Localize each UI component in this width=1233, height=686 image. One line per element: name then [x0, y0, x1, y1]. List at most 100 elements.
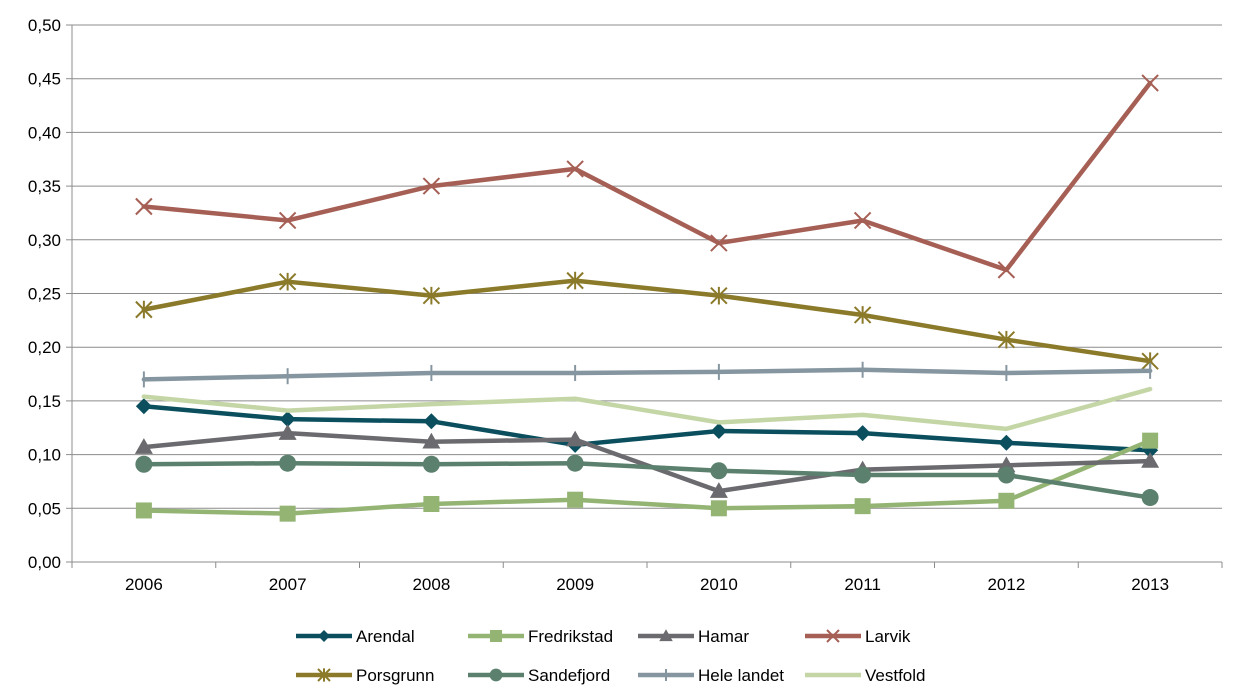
x-tick-label: 2011: [844, 575, 881, 594]
data-point: [422, 177, 441, 195]
series-vestfold: [141, 386, 1153, 432]
data-point: [998, 434, 1015, 451]
data-point: [135, 398, 152, 415]
data-point: [423, 413, 440, 430]
x-tick-label: 2006: [125, 575, 163, 594]
x-tick-label: 2007: [269, 575, 307, 594]
data-point: [135, 300, 153, 319]
series-larvik: [135, 74, 1159, 279]
data-point: [279, 454, 297, 472]
x-axis-tick-labels: 2006 2007 2008 2009 2010 2011 2012 2013: [125, 575, 1169, 594]
data-point: [489, 668, 503, 682]
y-tick-label: 0,00: [28, 553, 61, 572]
series-line: [141, 80, 1153, 273]
legend-label: Porsgrunn: [356, 666, 434, 685]
x-tick-label: 2013: [1131, 575, 1169, 594]
legend-item: Hamar: [638, 627, 749, 646]
series-line: [141, 386, 1153, 432]
legend-item: Porsgrunn: [296, 666, 434, 685]
x-tick-label: 2012: [987, 575, 1025, 594]
legend-label: Hele landet: [698, 666, 784, 685]
legend-label: Larvik: [865, 627, 911, 646]
data-point: [710, 234, 728, 252]
x-tick-label: 2009: [556, 575, 594, 594]
data-point: [279, 505, 296, 522]
data-point: [997, 261, 1016, 279]
data-point: [422, 286, 441, 305]
data-point: [854, 466, 872, 484]
data-point: [566, 271, 584, 290]
data-point: [566, 160, 584, 178]
data-point: [854, 498, 871, 515]
series-line: [141, 278, 1153, 364]
data-point: [135, 502, 152, 519]
y-tick-label: 0,25: [28, 285, 61, 304]
data-point: [135, 455, 153, 473]
data-point: [135, 197, 153, 216]
data-point: [422, 455, 440, 473]
data-point: [1142, 432, 1159, 449]
y-tick-label: 0,50: [28, 16, 61, 35]
data-point: [423, 496, 440, 513]
series-line: [141, 438, 1153, 516]
x-tick-label: 2008: [412, 575, 450, 594]
series-sandefjord: [135, 454, 1159, 507]
y-axis-tick-labels: 0,00 0,05 0,10 0,15 0,20 0,25 0,30 0,35 0,40 0,45…: [28, 16, 61, 572]
data-point: [318, 630, 330, 642]
data-point: [566, 430, 585, 447]
data-point: [826, 629, 840, 643]
legend-label: Fredrikstad: [528, 627, 613, 646]
y-tick-label: 0,45: [28, 70, 61, 89]
y-tick-label: 0,20: [28, 338, 61, 357]
data-point: [278, 272, 297, 291]
data-point: [279, 411, 296, 428]
legend-item: Vestfold: [805, 666, 926, 685]
gridlines: [72, 24, 1222, 509]
data-point: [566, 454, 584, 472]
data-point: [997, 466, 1015, 484]
series-fredrikstad: [135, 432, 1159, 522]
series-line: [141, 460, 1153, 500]
legend-item: Sandefjord: [468, 666, 610, 685]
legend-item: Fredrikstad: [468, 627, 613, 646]
data-point: [490, 630, 502, 642]
data-point: [710, 286, 728, 305]
legend-label: Sandefjord: [528, 666, 610, 685]
y-tick-label: 0,30: [28, 231, 61, 250]
data-point: [317, 668, 331, 682]
data-point: [853, 211, 872, 230]
data-point: [278, 424, 297, 440]
data-point: [998, 492, 1015, 509]
data-point: [854, 425, 871, 442]
x-tick-label: 2010: [700, 575, 738, 594]
data-point: [853, 306, 872, 324]
legend: Arendal Fredrikstad Hamar Larvik Porsgrunn Sa…: [296, 627, 926, 685]
legend-label: Arendal: [356, 627, 415, 646]
data-point: [567, 491, 584, 508]
data-point: [1141, 74, 1159, 92]
y-tick-label: 0,35: [28, 177, 61, 196]
series-line: [141, 404, 1153, 453]
y-tick-label: 0,10: [28, 446, 61, 465]
series-hele-landet: [141, 361, 1153, 388]
data-point: [710, 500, 727, 517]
legend-label: Hamar: [698, 627, 749, 646]
data-point: [278, 211, 297, 230]
data-point: [1141, 452, 1160, 468]
legend-item: Larvik: [805, 627, 911, 646]
y-tick-label: 0,05: [28, 499, 61, 518]
axes: [66, 24, 1223, 568]
data-point: [997, 330, 1016, 349]
data-point: [710, 422, 727, 439]
legend-item: Arendal: [296, 627, 415, 646]
series-line: [141, 367, 1153, 382]
legend-item: Hele landet: [638, 666, 784, 685]
data-point: [134, 438, 153, 454]
series-lines: [134, 74, 1160, 522]
data-point: [1141, 489, 1159, 507]
data-point: [422, 432, 441, 449]
data-point: [709, 482, 728, 498]
y-tick-label: 0,15: [28, 392, 61, 411]
data-point: [710, 462, 728, 480]
